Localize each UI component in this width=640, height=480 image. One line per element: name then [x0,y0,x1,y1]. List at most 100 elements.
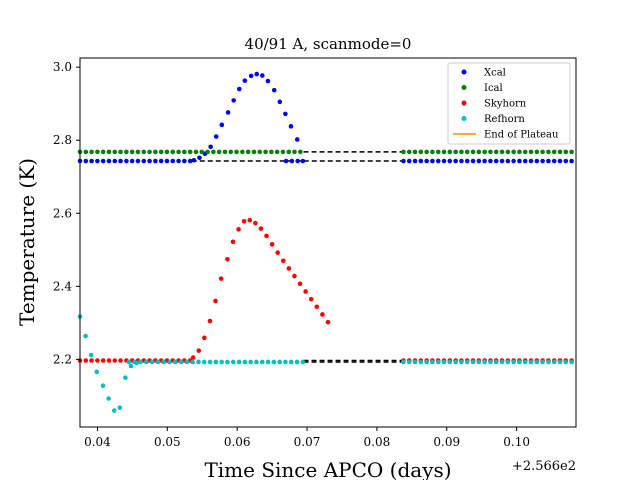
refhorn-point [412,359,418,365]
skyhorn-point [303,289,308,294]
skyhorn-point [275,250,281,256]
ical-point [199,149,205,155]
ical-point [528,149,534,155]
xcal-point [482,158,487,164]
xcal-point [522,158,528,164]
refhorn-point [83,333,88,339]
xcal-point [219,122,225,128]
xcal-point [170,158,176,164]
ical-point [569,149,574,155]
skyhorn-point [264,233,269,239]
ical-point [546,149,551,155]
refhorn-point [134,360,139,366]
refhorn-point [123,375,128,380]
x-axis-title: Time Since APCO (days) [204,458,451,480]
ical-point [263,149,268,155]
xcal-point [242,78,248,83]
ical-point [406,149,412,155]
xcal-point [158,158,164,164]
ical-point [511,149,516,155]
ical-point [488,149,493,155]
ical-point [493,149,499,155]
x-tick-label: 0.05 [154,435,181,449]
refhorn-point [534,359,540,365]
xcal-point [208,144,213,150]
refhorn-point [201,359,207,365]
refhorn-point [126,359,132,365]
refhorn-point [172,359,178,365]
xcal-point [540,158,545,164]
ical-point [540,149,545,155]
refhorn-point [470,359,476,365]
legend-marker-ical [461,85,467,90]
skyhorn-point [106,358,112,363]
xcal-point [412,158,418,164]
legend-label-end-of-plateau: End of Plateau [484,130,559,141]
xcal-point [213,134,219,139]
refhorn-point [178,359,184,365]
xcal-point [236,86,242,92]
x-axis-offset: +2.566e2 [512,459,576,474]
xcal-point [124,158,129,164]
skyhorn-point [241,219,247,224]
skyhorn-point [286,266,292,271]
skyhorn-point [308,296,314,302]
skyhorn-point [236,227,241,232]
refhorn-point [441,359,447,365]
ical-point [216,149,222,155]
xcal-point [464,158,470,164]
ical-point [251,149,257,155]
skyhorn-point [213,298,218,304]
refhorn-point [435,359,441,365]
xcal-point [294,137,300,142]
xcal-point [435,158,441,164]
x-tick-label: 0.09 [433,435,460,449]
xcal-point [406,158,412,164]
refhorn-point [406,359,412,365]
skyhorn-point [190,355,196,360]
refhorn-point [196,359,201,365]
ical-point [522,149,528,155]
ical-point [100,149,106,155]
refhorn-point [271,359,277,365]
x-tick-label: 0.08 [364,435,391,449]
refhorn-point [476,359,482,365]
xcal-point [528,158,534,164]
skyhorn-point [89,358,94,363]
skyhorn-point [253,220,258,226]
y-tick-label: 2.2 [53,352,72,366]
skyhorn-point [247,217,253,223]
ical-point [418,149,424,155]
ical-point [106,149,112,155]
ical-point [129,149,135,155]
ical-point [124,149,129,155]
ical-point [95,149,100,155]
refhorn-point [88,352,94,358]
refhorn-point [242,359,248,365]
refhorn-point [459,359,464,365]
ical-point [158,149,164,155]
ical-point [205,149,210,155]
ical-point [280,149,286,155]
xcal-point [225,110,231,115]
xcal-point [470,158,476,164]
refhorn-point [517,359,522,365]
refhorn-point [557,359,563,365]
y-tick-label: 2.4 [53,279,72,293]
xcal-point [277,99,283,105]
xcal-point [283,158,289,164]
legend: Xcal Ical Skyhorn Refhorn End of Plateau [447,62,571,145]
refhorn-point [283,359,288,365]
refhorn-point [167,359,172,365]
refhorn-point [540,359,545,365]
x-tick-label: 0.04 [84,435,111,449]
xcal-point [499,158,505,164]
xcal-point [493,158,499,164]
legend-box [447,62,571,145]
refhorn-point [265,359,271,365]
refhorn-point [505,359,511,365]
ical-point [269,149,274,155]
refhorn-point [254,359,259,365]
refhorn-point [230,359,236,365]
